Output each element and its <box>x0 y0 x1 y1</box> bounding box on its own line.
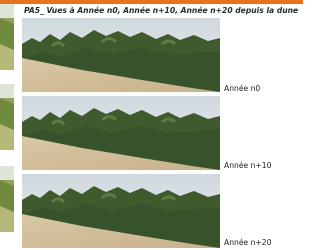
photo <box>22 18 220 92</box>
view-label: Année n0 <box>224 84 260 93</box>
photo <box>22 96 220 170</box>
photo <box>22 174 220 248</box>
view-label: Année n+20 <box>224 238 271 247</box>
side-thumbnail <box>0 166 14 232</box>
page: PA5_ Vues à Année n0, Année n+10, Année … <box>0 0 303 250</box>
title: PA5_ Vues à Année n0, Année n+10, Année … <box>24 6 298 15</box>
side-thumbnail <box>0 4 14 70</box>
view-label: Année n+10 <box>224 161 271 170</box>
top-bar <box>0 0 303 4</box>
side-thumbnail <box>0 84 14 150</box>
artwork <box>0 0 303 250</box>
